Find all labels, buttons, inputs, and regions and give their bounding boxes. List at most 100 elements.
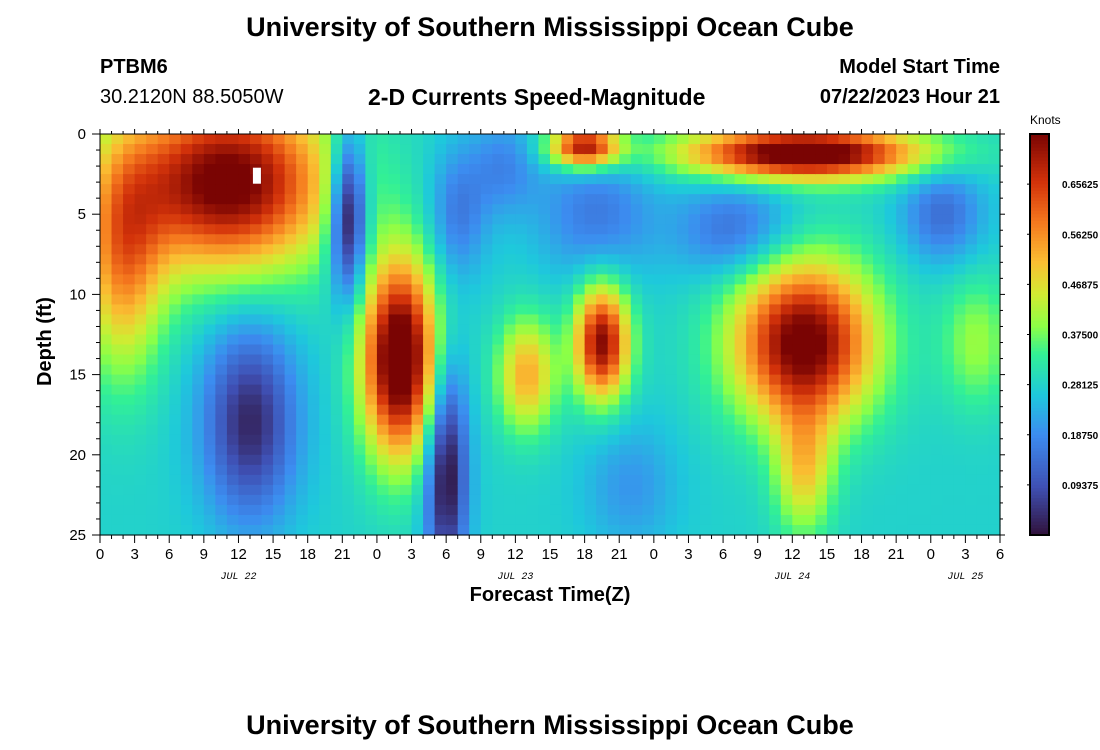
heatmap-cell	[850, 414, 863, 426]
heatmap-cell	[388, 154, 401, 165]
heatmap-cell	[123, 484, 136, 496]
heatmap-cell	[342, 374, 355, 386]
colorbar-segment	[1030, 494, 1049, 499]
colorbar-segment	[1030, 210, 1049, 215]
heatmap-cell	[700, 504, 713, 516]
heatmap-cell	[896, 294, 909, 306]
heatmap-cell	[711, 184, 724, 195]
heatmap-cell	[203, 334, 216, 346]
heatmap-cell	[642, 464, 655, 476]
heatmap-cell	[250, 134, 263, 145]
heatmap-cell	[803, 194, 816, 205]
heatmap-cell	[676, 154, 690, 165]
heatmap-cell	[769, 364, 782, 376]
heatmap-cell	[226, 374, 240, 386]
heatmap-cell	[630, 324, 643, 336]
heatmap-cell	[850, 244, 863, 255]
heatmap-cell	[792, 394, 805, 406]
heatmap-cell	[330, 254, 343, 265]
heatmap-cell	[226, 364, 240, 376]
max-marker	[252, 167, 261, 184]
heatmap-cell	[307, 444, 320, 456]
heatmap-cell	[988, 244, 1001, 255]
heatmap-cell	[723, 474, 736, 486]
heatmap-cell	[584, 274, 597, 285]
heatmap-cell	[330, 494, 343, 506]
heatmap-cell	[423, 174, 436, 185]
colorbar-segment	[1030, 254, 1049, 259]
heatmap-cell	[803, 224, 816, 235]
heatmap-cell	[503, 134, 516, 145]
heatmap-cell	[400, 304, 413, 316]
heatmap-cell	[296, 394, 309, 406]
heatmap-cell	[965, 224, 978, 235]
heatmap-cell	[296, 414, 309, 426]
heatmap-cell	[826, 384, 840, 396]
heatmap-cell	[492, 194, 505, 205]
heatmap-cell	[215, 464, 228, 476]
heatmap-cell	[573, 344, 586, 356]
heatmap-cell	[203, 264, 216, 275]
heatmap-cell	[423, 404, 436, 416]
heatmap-cell	[815, 324, 828, 336]
heatmap-cell	[423, 454, 436, 466]
heatmap-cell	[965, 184, 978, 195]
heatmap-cell	[434, 504, 447, 516]
heatmap-cell	[573, 424, 586, 436]
heatmap-cell	[769, 234, 782, 245]
heatmap-cell	[884, 494, 897, 506]
heatmap-cell	[492, 464, 505, 476]
heatmap-cell	[388, 494, 401, 506]
heatmap-cell	[250, 524, 263, 536]
heatmap-cell	[653, 214, 666, 225]
heatmap-cell	[273, 334, 286, 346]
heatmap-cell	[515, 184, 528, 195]
heatmap-cell	[930, 404, 943, 416]
heatmap-cell	[215, 284, 228, 296]
heatmap-cell	[607, 174, 620, 185]
heatmap-cell	[734, 324, 747, 336]
heatmap-cell	[261, 464, 274, 476]
heatmap-cell	[526, 334, 540, 346]
heatmap-cell	[319, 314, 332, 326]
heatmap-cell	[688, 454, 701, 466]
heatmap-cell	[330, 264, 343, 275]
heatmap-cell	[226, 294, 240, 306]
heatmap-cell	[388, 354, 401, 366]
colorbar-segment	[1030, 234, 1049, 239]
heatmap-cell	[261, 214, 274, 225]
heatmap-cell	[400, 184, 413, 195]
heatmap-cell	[446, 374, 459, 386]
heatmap-cell	[907, 314, 920, 326]
heatmap-cell	[711, 154, 724, 165]
heatmap-cell	[353, 154, 366, 165]
heatmap-cell	[723, 174, 736, 185]
heatmap-cell	[734, 144, 747, 155]
heatmap-cell	[653, 514, 666, 526]
heatmap-cell	[700, 214, 713, 225]
heatmap-cell	[826, 264, 840, 275]
heatmap-cell	[238, 194, 251, 205]
heatmap-cell	[953, 264, 966, 275]
heatmap-cell	[642, 354, 655, 366]
heatmap-cell	[146, 514, 159, 526]
heatmap-cell	[376, 444, 390, 456]
heatmap-cell	[746, 454, 759, 466]
heatmap-cell	[284, 264, 297, 275]
heatmap-cell	[700, 234, 713, 245]
heatmap-cell	[665, 144, 678, 155]
heatmap-cell	[180, 414, 193, 426]
heatmap-cell	[665, 244, 678, 255]
heatmap-cell	[561, 274, 574, 285]
heatmap-cell	[619, 364, 632, 376]
heatmap-cell	[988, 444, 1001, 456]
heatmap-cell	[792, 134, 805, 145]
heatmap-cell	[665, 484, 678, 496]
heatmap-cell	[365, 494, 378, 506]
colorbar-segment	[1030, 451, 1049, 456]
heatmap-cell	[307, 354, 320, 366]
heatmap-cell	[826, 304, 840, 316]
heatmap-cell	[976, 374, 990, 386]
heatmap-cell	[734, 254, 747, 265]
heatmap-cell	[769, 434, 782, 446]
